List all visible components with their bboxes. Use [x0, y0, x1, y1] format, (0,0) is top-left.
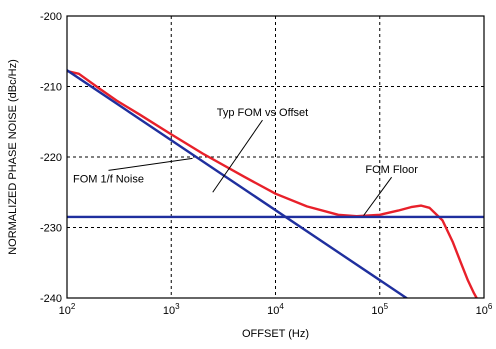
grid-lines [67, 16, 484, 298]
annotation-label-1: Typ FOM vs Offset [217, 107, 308, 119]
annotation-leader-3 [363, 176, 393, 216]
x-tick-exponent: 2 [71, 302, 76, 311]
x-tick-base: 10 [371, 305, 383, 317]
x-tick-exponent: 5 [384, 302, 389, 311]
x-tick-base: 10 [59, 305, 71, 317]
plot-frame [66, 15, 485, 299]
x-tick-exponent: 4 [279, 302, 284, 311]
annotation-label-2: FOM 1/f Noise [73, 173, 144, 185]
annotation-leader-2 [108, 157, 193, 171]
y-tick-label: -200 [40, 11, 62, 23]
x-tick-label: 103 [163, 302, 180, 317]
y-tick-label: -240 [40, 293, 62, 305]
x-axis-title: OFFSET (Hz) [242, 328, 309, 340]
annotation-leader-1 [212, 119, 263, 193]
x-tick-label: 105 [371, 302, 388, 317]
annotation-label-3: FOM Floor [365, 164, 418, 176]
y-tick-label: -220 [40, 152, 62, 164]
x-tick-label: 102 [59, 302, 76, 317]
x-tick-label: 104 [267, 302, 284, 317]
y-tick-label: -210 [40, 82, 62, 94]
series-group [67, 69, 484, 298]
y-axis-title: NORMALIZED PHASE NOISE (dBc/Hz) [7, 59, 19, 255]
x-tick-exponent: 3 [175, 302, 180, 311]
y-tick-label: -230 [40, 223, 62, 235]
x-tick-label: 106 [476, 302, 493, 317]
x-tick-base: 10 [267, 305, 279, 317]
x-tick-base: 10 [163, 305, 175, 317]
x-tick-base: 10 [476, 305, 488, 317]
series-line-2 [67, 69, 408, 298]
x-tick-exponent: 6 [488, 302, 493, 311]
annotations: Typ FOM vs Offset FOM 1/f Noise FOM Floor [73, 107, 418, 216]
tick-labels: 102 103 104 105 106-200-210-220-230-240 [40, 11, 493, 317]
